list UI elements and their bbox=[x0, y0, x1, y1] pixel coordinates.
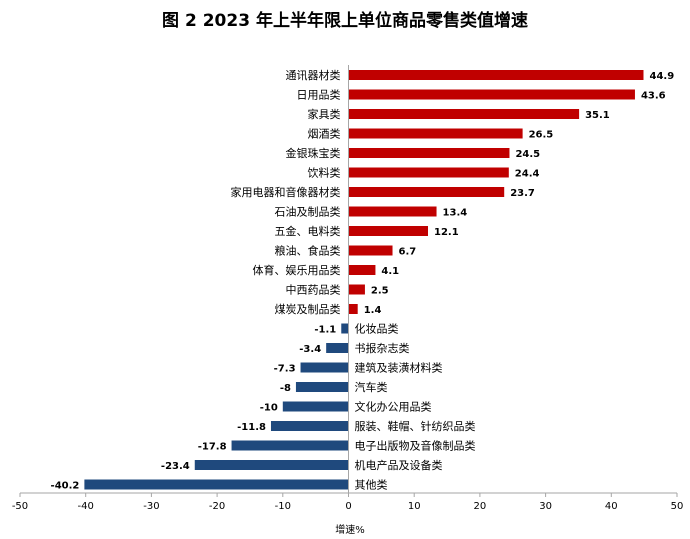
x-axis: -50 -40 -30 -20 -10 0 10 20 30 40 50 bbox=[12, 65, 684, 512]
category-label: 汽车类 bbox=[355, 380, 388, 394]
category-label: 日用品类 bbox=[297, 88, 341, 102]
chart-title: 图 2 2023 年上半年限上单位商品零售类值增速 bbox=[162, 10, 528, 31]
bar bbox=[270, 421, 349, 431]
data-label: 13.4 bbox=[443, 208, 468, 219]
x-tick-label: -40 bbox=[78, 501, 94, 512]
category-label: 建筑及装潢材料类 bbox=[355, 361, 443, 375]
data-label: 23.7 bbox=[510, 188, 535, 199]
category-label: 其他类 bbox=[355, 478, 388, 492]
value-labels-group: 44.9 43.6 35.1 26.5 24.5 24.4 23.7 13.4 12.1 6.74… bbox=[51, 71, 675, 492]
bar bbox=[348, 89, 635, 100]
data-label: -17.8 bbox=[198, 442, 227, 453]
bar bbox=[348, 70, 644, 80]
bar bbox=[231, 440, 349, 451]
category-label: 体育、娱乐用品类 bbox=[253, 263, 341, 277]
data-label: 2.5 bbox=[371, 286, 389, 297]
bar bbox=[84, 479, 349, 490]
category-label: 书报杂志类 bbox=[355, 341, 410, 355]
data-label: -23.4 bbox=[161, 461, 190, 472]
data-label: -8 bbox=[280, 383, 291, 394]
data-label: 35.1 bbox=[585, 110, 610, 121]
x-tick-label: 10 bbox=[408, 501, 421, 512]
bar bbox=[348, 284, 365, 295]
bar bbox=[300, 362, 349, 373]
data-label: -10 bbox=[260, 403, 278, 414]
category-label: 化妆品类 bbox=[355, 322, 399, 336]
bar bbox=[348, 167, 509, 178]
category-label: 中西药品类 bbox=[286, 283, 341, 297]
x-tick-label: -50 bbox=[12, 501, 28, 512]
bar bbox=[348, 265, 376, 275]
bar bbox=[295, 382, 349, 392]
category-label: 石油及制品类 bbox=[275, 205, 341, 219]
data-label: -1.1 bbox=[314, 325, 336, 336]
category-label: 金银珠宝类 bbox=[286, 146, 341, 160]
bar bbox=[282, 401, 349, 412]
bar bbox=[348, 226, 428, 236]
category-label: 服装、鞋帽、针纺织品类 bbox=[355, 419, 476, 433]
bar bbox=[348, 245, 393, 256]
data-label: 44.9 bbox=[649, 71, 674, 82]
bar bbox=[348, 128, 523, 139]
data-label: 6.7 bbox=[399, 247, 417, 258]
data-label: -3.4 bbox=[299, 344, 321, 355]
x-tick-label: 50 bbox=[671, 501, 684, 512]
category-label: 通讯器材类 bbox=[286, 68, 341, 82]
bar bbox=[348, 109, 580, 119]
x-tick-label: -10 bbox=[275, 501, 291, 512]
bar bbox=[326, 343, 349, 353]
category-label: 电子出版物及音像制品类 bbox=[355, 439, 476, 453]
category-labels-group: 通讯器材类日用品类家具类烟酒类金银珠宝类饮料类家用电器和音像器材类石油及制品类五… bbox=[231, 68, 476, 492]
data-label: -40.2 bbox=[51, 481, 80, 492]
category-label: 饮料类 bbox=[308, 166, 341, 180]
bar bbox=[194, 460, 349, 470]
category-label: 机电产品及设备类 bbox=[355, 458, 443, 472]
data-label: 24.4 bbox=[515, 169, 540, 180]
category-label: 家具类 bbox=[308, 107, 341, 121]
category-label: 烟酒类 bbox=[308, 127, 341, 141]
x-tick-label: 20 bbox=[474, 501, 487, 512]
data-label: 4.1 bbox=[381, 266, 399, 277]
category-label: 煤炭及制品类 bbox=[275, 302, 341, 316]
x-tick-label: -20 bbox=[209, 501, 225, 512]
category-label: 五金、电料类 bbox=[275, 224, 341, 238]
x-tick-label: 0 bbox=[345, 501, 351, 512]
x-tick-label: 30 bbox=[539, 501, 552, 512]
data-label: 26.5 bbox=[529, 130, 554, 141]
data-label: 24.5 bbox=[515, 149, 540, 160]
bar bbox=[348, 206, 437, 217]
bar bbox=[341, 323, 349, 334]
category-label: 粮油、食品类 bbox=[275, 244, 341, 258]
bar bbox=[348, 148, 510, 158]
data-label: 1.4 bbox=[364, 305, 382, 316]
data-label: 12.1 bbox=[434, 227, 459, 238]
data-label: 43.6 bbox=[641, 91, 666, 102]
bar bbox=[348, 187, 505, 197]
x-tick-label: -30 bbox=[143, 501, 159, 512]
data-label: -11.8 bbox=[237, 422, 266, 433]
bar bbox=[348, 304, 358, 314]
bars-group bbox=[84, 70, 644, 490]
category-label: 文化办公用品类 bbox=[355, 400, 432, 414]
x-tick-label: 40 bbox=[605, 501, 618, 512]
data-label: -7.3 bbox=[274, 364, 296, 375]
x-axis-label: 增速% bbox=[335, 523, 365, 536]
category-label: 家用电器和音像器材类 bbox=[231, 185, 341, 199]
